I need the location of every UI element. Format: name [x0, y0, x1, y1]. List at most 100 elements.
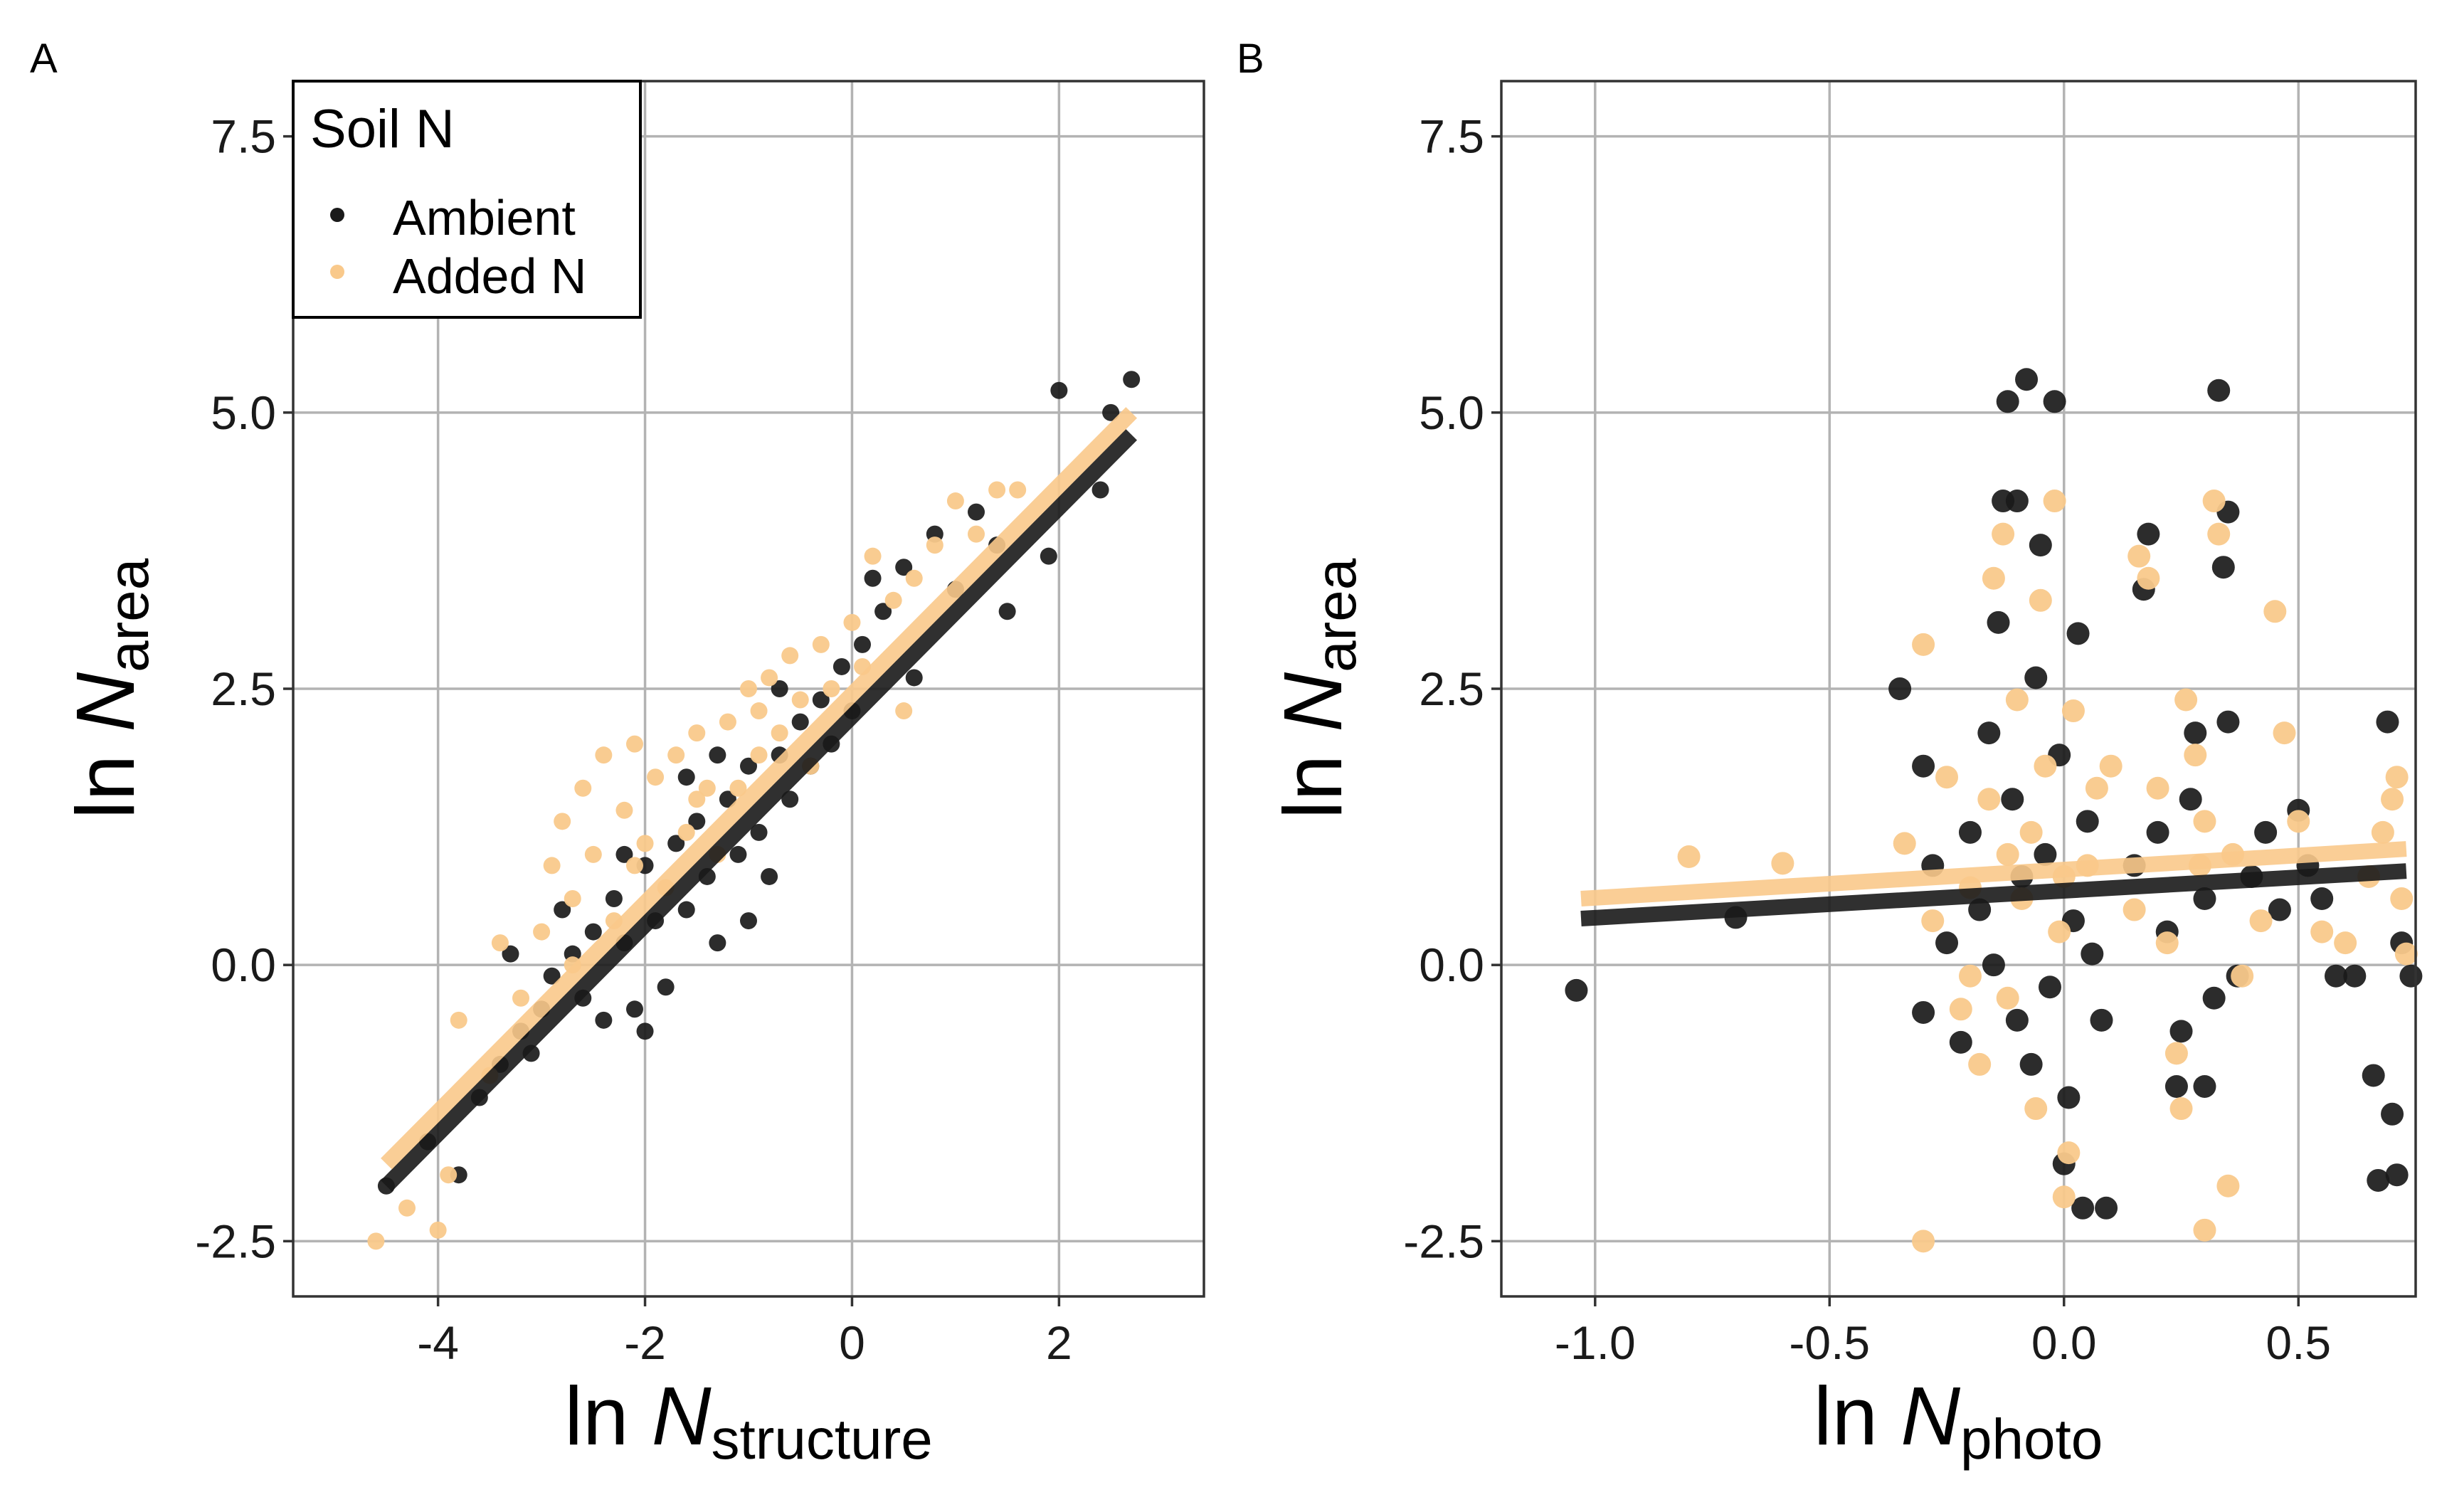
panel-b-point-ambient — [2024, 666, 2048, 689]
panel-a-point-ambient — [1050, 381, 1068, 399]
panel-b-point-ambient — [1888, 677, 1912, 700]
panel-a-x-tick-label: -2 — [624, 1316, 666, 1369]
panel-b-point-ambient — [2076, 810, 2099, 833]
panel-b-point-added-n — [2034, 754, 2057, 778]
panel-a-point-ambient — [1123, 371, 1141, 388]
panel-b-point-added-n — [1996, 986, 2019, 1010]
panel-b-point-added-n — [2019, 820, 2043, 844]
panel-a-point-added-n — [1009, 481, 1027, 499]
panel-a-point-added-n — [554, 813, 571, 830]
panel-b-point-added-n — [2184, 744, 2207, 767]
panel-b-point-ambient — [2362, 1064, 2385, 1087]
panel-b-point-ambient — [2081, 942, 2104, 966]
panel-b-point-ambient — [2034, 842, 2057, 866]
panel-a-point-ambient — [968, 503, 985, 521]
panel-b-point-added-n — [2273, 721, 2296, 745]
panel-b-point-added-n — [2057, 1141, 2081, 1165]
panel-b-point-ambient — [2001, 788, 2024, 811]
panel-b-point-added-n — [1935, 766, 1959, 789]
panel-b-y-sub: area — [1304, 558, 1368, 672]
panel-b-point-added-n — [2146, 776, 2169, 800]
panel-a-point-ambient — [864, 569, 882, 587]
panel-a-point-added-n — [564, 890, 581, 908]
panel-b-point-ambient — [2310, 887, 2334, 911]
panel-b-point-added-n — [1912, 633, 1935, 656]
panel-b-x-prefix: ln — [1814, 1370, 1901, 1462]
panel-a-point-added-n — [946, 492, 964, 510]
panel-b-point-added-n — [2193, 810, 2216, 833]
panel-b-point-added-n — [2099, 754, 2123, 778]
panel-a-x-tick-label: 2 — [1046, 1316, 1072, 1369]
panel-a-point-ambient — [605, 890, 623, 908]
panel-a-y-prefix: ln — [59, 732, 152, 820]
panel-a-point-added-n — [450, 1011, 467, 1029]
panel-b-point-added-n — [2202, 490, 2226, 513]
panel-a-point-added-n — [543, 857, 561, 874]
panel-a-x-prefix: ln — [564, 1370, 652, 1462]
panel-b-point-ambient — [2376, 710, 2399, 734]
panel-a-point-added-n — [988, 481, 1006, 499]
panel-b-point-added-n — [2061, 699, 2085, 723]
panel-b-points — [1565, 368, 2423, 1253]
panel-b-point-added-n — [2005, 688, 2029, 712]
panel-b-point-ambient — [1968, 898, 1992, 921]
panel-b-point-ambient — [1977, 721, 2001, 745]
panel-a-point-added-n — [791, 691, 809, 709]
panel-b-point-added-n — [2287, 810, 2310, 833]
panel-a-point-ambient — [1091, 481, 1109, 499]
panel-a-x-axis-title: ln Nstructure — [564, 1370, 933, 1471]
panel-a-point-added-n — [771, 724, 788, 742]
panel-a-point-ambient — [584, 923, 602, 941]
legend-label-ambient: Ambient — [393, 190, 576, 245]
panel-b-point-ambient — [2207, 379, 2231, 402]
panel-a-point-added-n — [647, 768, 665, 786]
panel-a-point-added-n — [688, 791, 706, 808]
panel-a-point-added-n — [688, 724, 706, 742]
panel-a-fit-line-ambient — [381, 429, 1137, 1192]
panel-b-point-ambient — [2367, 1168, 2390, 1192]
panel-b-grid — [1501, 81, 2416, 1296]
panel-b-y-tick-label: -2.5 — [1403, 1215, 1484, 1267]
panel-b-x-axis-title: ln Nphoto — [1814, 1370, 2103, 1471]
panel-b-point-ambient — [2202, 986, 2226, 1010]
panel-b-point-added-n — [1912, 1230, 1935, 1253]
legend-box — [292, 80, 642, 319]
panel-a-point-ambient — [874, 603, 892, 620]
panel-b-point-ambient — [2193, 887, 2216, 911]
panel-b-point-ambient — [2071, 1196, 2095, 1220]
panel-b-point-added-n — [1968, 1052, 1992, 1076]
panel-b-point-added-n — [1982, 566, 2005, 590]
panel-b-point-added-n — [2381, 788, 2404, 811]
panel-a-point-added-n — [884, 591, 902, 609]
panel-b-point-ambient — [2005, 1008, 2029, 1032]
panel-a-y-tick-label: -2.5 — [195, 1215, 276, 1267]
panel-a-point-added-n — [968, 525, 985, 543]
panel-a-y-sub: area — [97, 558, 160, 672]
panel-a-point-added-n — [626, 857, 643, 874]
panel-b-y-tick-label: 0.0 — [1419, 939, 1484, 991]
panel-b-point-added-n — [2371, 820, 2394, 844]
panel-a-point-added-n — [626, 735, 643, 753]
panel-b-x-tick-label: -1.0 — [1555, 1316, 1636, 1369]
panel-b-point-ambient — [1958, 820, 1982, 844]
panel-a-y-tick-label: 7.5 — [211, 110, 276, 163]
panel-b-point-ambient — [2043, 390, 2066, 413]
panel-b-point-ambient — [1912, 1000, 1935, 1024]
panel-a-point-ambient — [709, 934, 726, 952]
panel-a-point-added-n — [398, 1199, 416, 1217]
panel-b-point-added-n — [1977, 788, 2001, 811]
panel-b-fit-line-ambient — [1580, 863, 2407, 926]
panel-b-point-added-n — [1921, 909, 1945, 933]
panel-b-point-added-n — [1949, 998, 1972, 1021]
panel-b-point-ambient — [2385, 1163, 2409, 1187]
panel-a-point-ambient — [761, 867, 778, 885]
panel-b-point-added-n — [2164, 1042, 2188, 1065]
panel-b-point-added-n — [2334, 931, 2357, 955]
panel-b-y-prefix: ln — [1267, 732, 1359, 820]
panel-a-point-added-n — [574, 779, 592, 797]
panel-b-point-ambient — [1982, 953, 2005, 977]
panel-b-point-ambient — [1996, 390, 2019, 413]
panel-b-point-ambient — [1987, 610, 2010, 634]
panel-b-point-added-n — [2123, 898, 2146, 921]
